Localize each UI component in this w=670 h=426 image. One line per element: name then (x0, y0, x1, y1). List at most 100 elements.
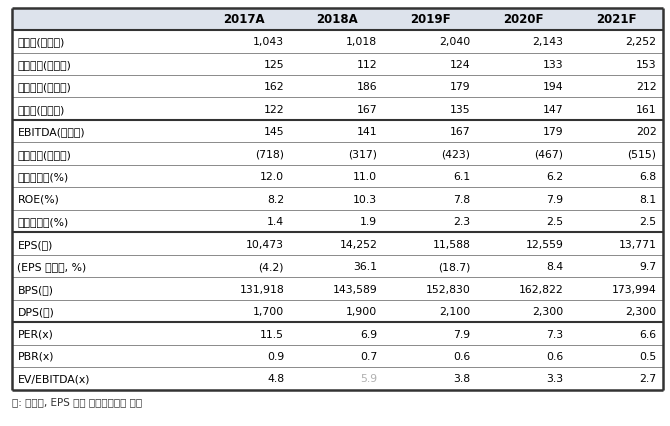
Text: 8.4: 8.4 (546, 262, 563, 271)
Text: 133: 133 (543, 60, 563, 69)
Bar (12, 9, 663, 31)
Text: (467): (467) (535, 149, 563, 159)
Text: 영업이익(십억원): 영업이익(십억원) (17, 60, 71, 69)
Bar (12, 76, 663, 98)
Text: 배당수익률(%): 배당수익률(%) (17, 216, 68, 227)
Text: 179: 179 (450, 82, 470, 92)
Text: 2020F: 2020F (503, 13, 544, 26)
Text: BPS(원): BPS(원) (17, 284, 54, 294)
Bar (12, 166, 663, 188)
Text: 194: 194 (543, 82, 563, 92)
Bar (12, 255, 663, 278)
Text: (515): (515) (628, 149, 657, 159)
Text: 2.5: 2.5 (639, 216, 657, 227)
Text: 153: 153 (636, 60, 657, 69)
Text: (718): (718) (255, 149, 284, 159)
Text: 0.9: 0.9 (267, 351, 284, 361)
Text: 1.4: 1.4 (267, 216, 284, 227)
Bar (12, 300, 663, 322)
Bar (12, 322, 663, 345)
Text: 122: 122 (263, 104, 284, 115)
Text: 7.3: 7.3 (546, 329, 563, 339)
Text: 6.9: 6.9 (360, 329, 377, 339)
Text: 202: 202 (636, 127, 657, 137)
Text: 1.9: 1.9 (360, 216, 377, 227)
Text: 145: 145 (263, 127, 284, 137)
Text: DPS(원): DPS(원) (17, 306, 54, 316)
Text: 2,040: 2,040 (439, 37, 470, 47)
Text: 186: 186 (356, 82, 377, 92)
Text: 14,252: 14,252 (339, 239, 377, 249)
Text: PBR(x): PBR(x) (17, 351, 54, 361)
Text: 2,300: 2,300 (625, 306, 657, 316)
Text: 2017A: 2017A (223, 13, 265, 26)
Text: 125: 125 (263, 60, 284, 69)
Text: 179: 179 (543, 127, 563, 137)
Text: 2.3: 2.3 (453, 216, 470, 227)
Text: 주: 순이익, EPS 등은 지배주주지분 기준: 주: 순이익, EPS 등은 지배주주지분 기준 (12, 397, 142, 406)
Text: 152,830: 152,830 (425, 284, 470, 294)
Text: 8.1: 8.1 (639, 194, 657, 204)
Text: 2,300: 2,300 (532, 306, 563, 316)
Text: 131,918: 131,918 (239, 284, 284, 294)
Text: 161: 161 (636, 104, 657, 115)
Text: 1,900: 1,900 (346, 306, 377, 316)
Text: (317): (317) (348, 149, 377, 159)
Text: 0.6: 0.6 (546, 351, 563, 361)
Text: 2,100: 2,100 (439, 306, 470, 316)
Text: 112: 112 (356, 60, 377, 69)
Text: 영업이익률(%): 영업이익률(%) (17, 172, 68, 182)
Text: ROE(%): ROE(%) (17, 194, 60, 204)
Text: 1,700: 1,700 (253, 306, 284, 316)
Text: 6.6: 6.6 (639, 329, 657, 339)
Bar (12, 210, 663, 233)
Text: (EPS 증가율, %): (EPS 증가율, %) (17, 262, 86, 271)
Bar (12, 31, 663, 53)
Text: 11,588: 11,588 (432, 239, 470, 249)
Text: 매출액(십억원): 매출액(십억원) (17, 37, 65, 47)
Text: 36.1: 36.1 (353, 262, 377, 271)
Bar (12, 278, 663, 300)
Text: 173,994: 173,994 (612, 284, 657, 294)
Text: 2019F: 2019F (410, 13, 451, 26)
Text: 0.5: 0.5 (639, 351, 657, 361)
Text: 3.3: 3.3 (546, 374, 563, 383)
Text: 167: 167 (450, 127, 470, 137)
Text: 143,589: 143,589 (332, 284, 377, 294)
Text: 0.6: 0.6 (453, 351, 470, 361)
Bar (12, 188, 663, 210)
Text: 167: 167 (356, 104, 377, 115)
Bar (12, 53, 663, 76)
Text: 141: 141 (356, 127, 377, 137)
Text: 세전이익(십억원): 세전이익(십억원) (17, 82, 71, 92)
Text: 순차입금(십억원): 순차입금(십억원) (17, 149, 71, 159)
Text: 2,143: 2,143 (533, 37, 563, 47)
Text: 124: 124 (450, 60, 470, 69)
Text: (423): (423) (442, 149, 470, 159)
Text: 1,018: 1,018 (346, 37, 377, 47)
Text: 2.7: 2.7 (639, 374, 657, 383)
Text: EBITDA(십억원): EBITDA(십억원) (17, 127, 85, 137)
Text: 6.2: 6.2 (546, 172, 563, 182)
Text: 6.1: 6.1 (453, 172, 470, 182)
Text: EPS(원): EPS(원) (17, 239, 53, 249)
Text: 9.7: 9.7 (639, 262, 657, 271)
Text: (4.2): (4.2) (259, 262, 284, 271)
Text: 2,252: 2,252 (626, 37, 657, 47)
Bar (12, 367, 663, 390)
Text: 162,822: 162,822 (519, 284, 563, 294)
Text: 11.5: 11.5 (260, 329, 284, 339)
Bar (12, 121, 663, 143)
Text: 13,771: 13,771 (618, 239, 657, 249)
Text: 162: 162 (263, 82, 284, 92)
Text: (18.7): (18.7) (438, 262, 470, 271)
Text: 147: 147 (543, 104, 563, 115)
Text: 2018A: 2018A (316, 13, 358, 26)
Text: 순이익(십억원): 순이익(십억원) (17, 104, 65, 115)
Text: 1,043: 1,043 (253, 37, 284, 47)
Text: 10.3: 10.3 (353, 194, 377, 204)
Text: 6.8: 6.8 (639, 172, 657, 182)
Text: 7.8: 7.8 (453, 194, 470, 204)
Text: 11.0: 11.0 (353, 172, 377, 182)
Text: 7.9: 7.9 (453, 329, 470, 339)
